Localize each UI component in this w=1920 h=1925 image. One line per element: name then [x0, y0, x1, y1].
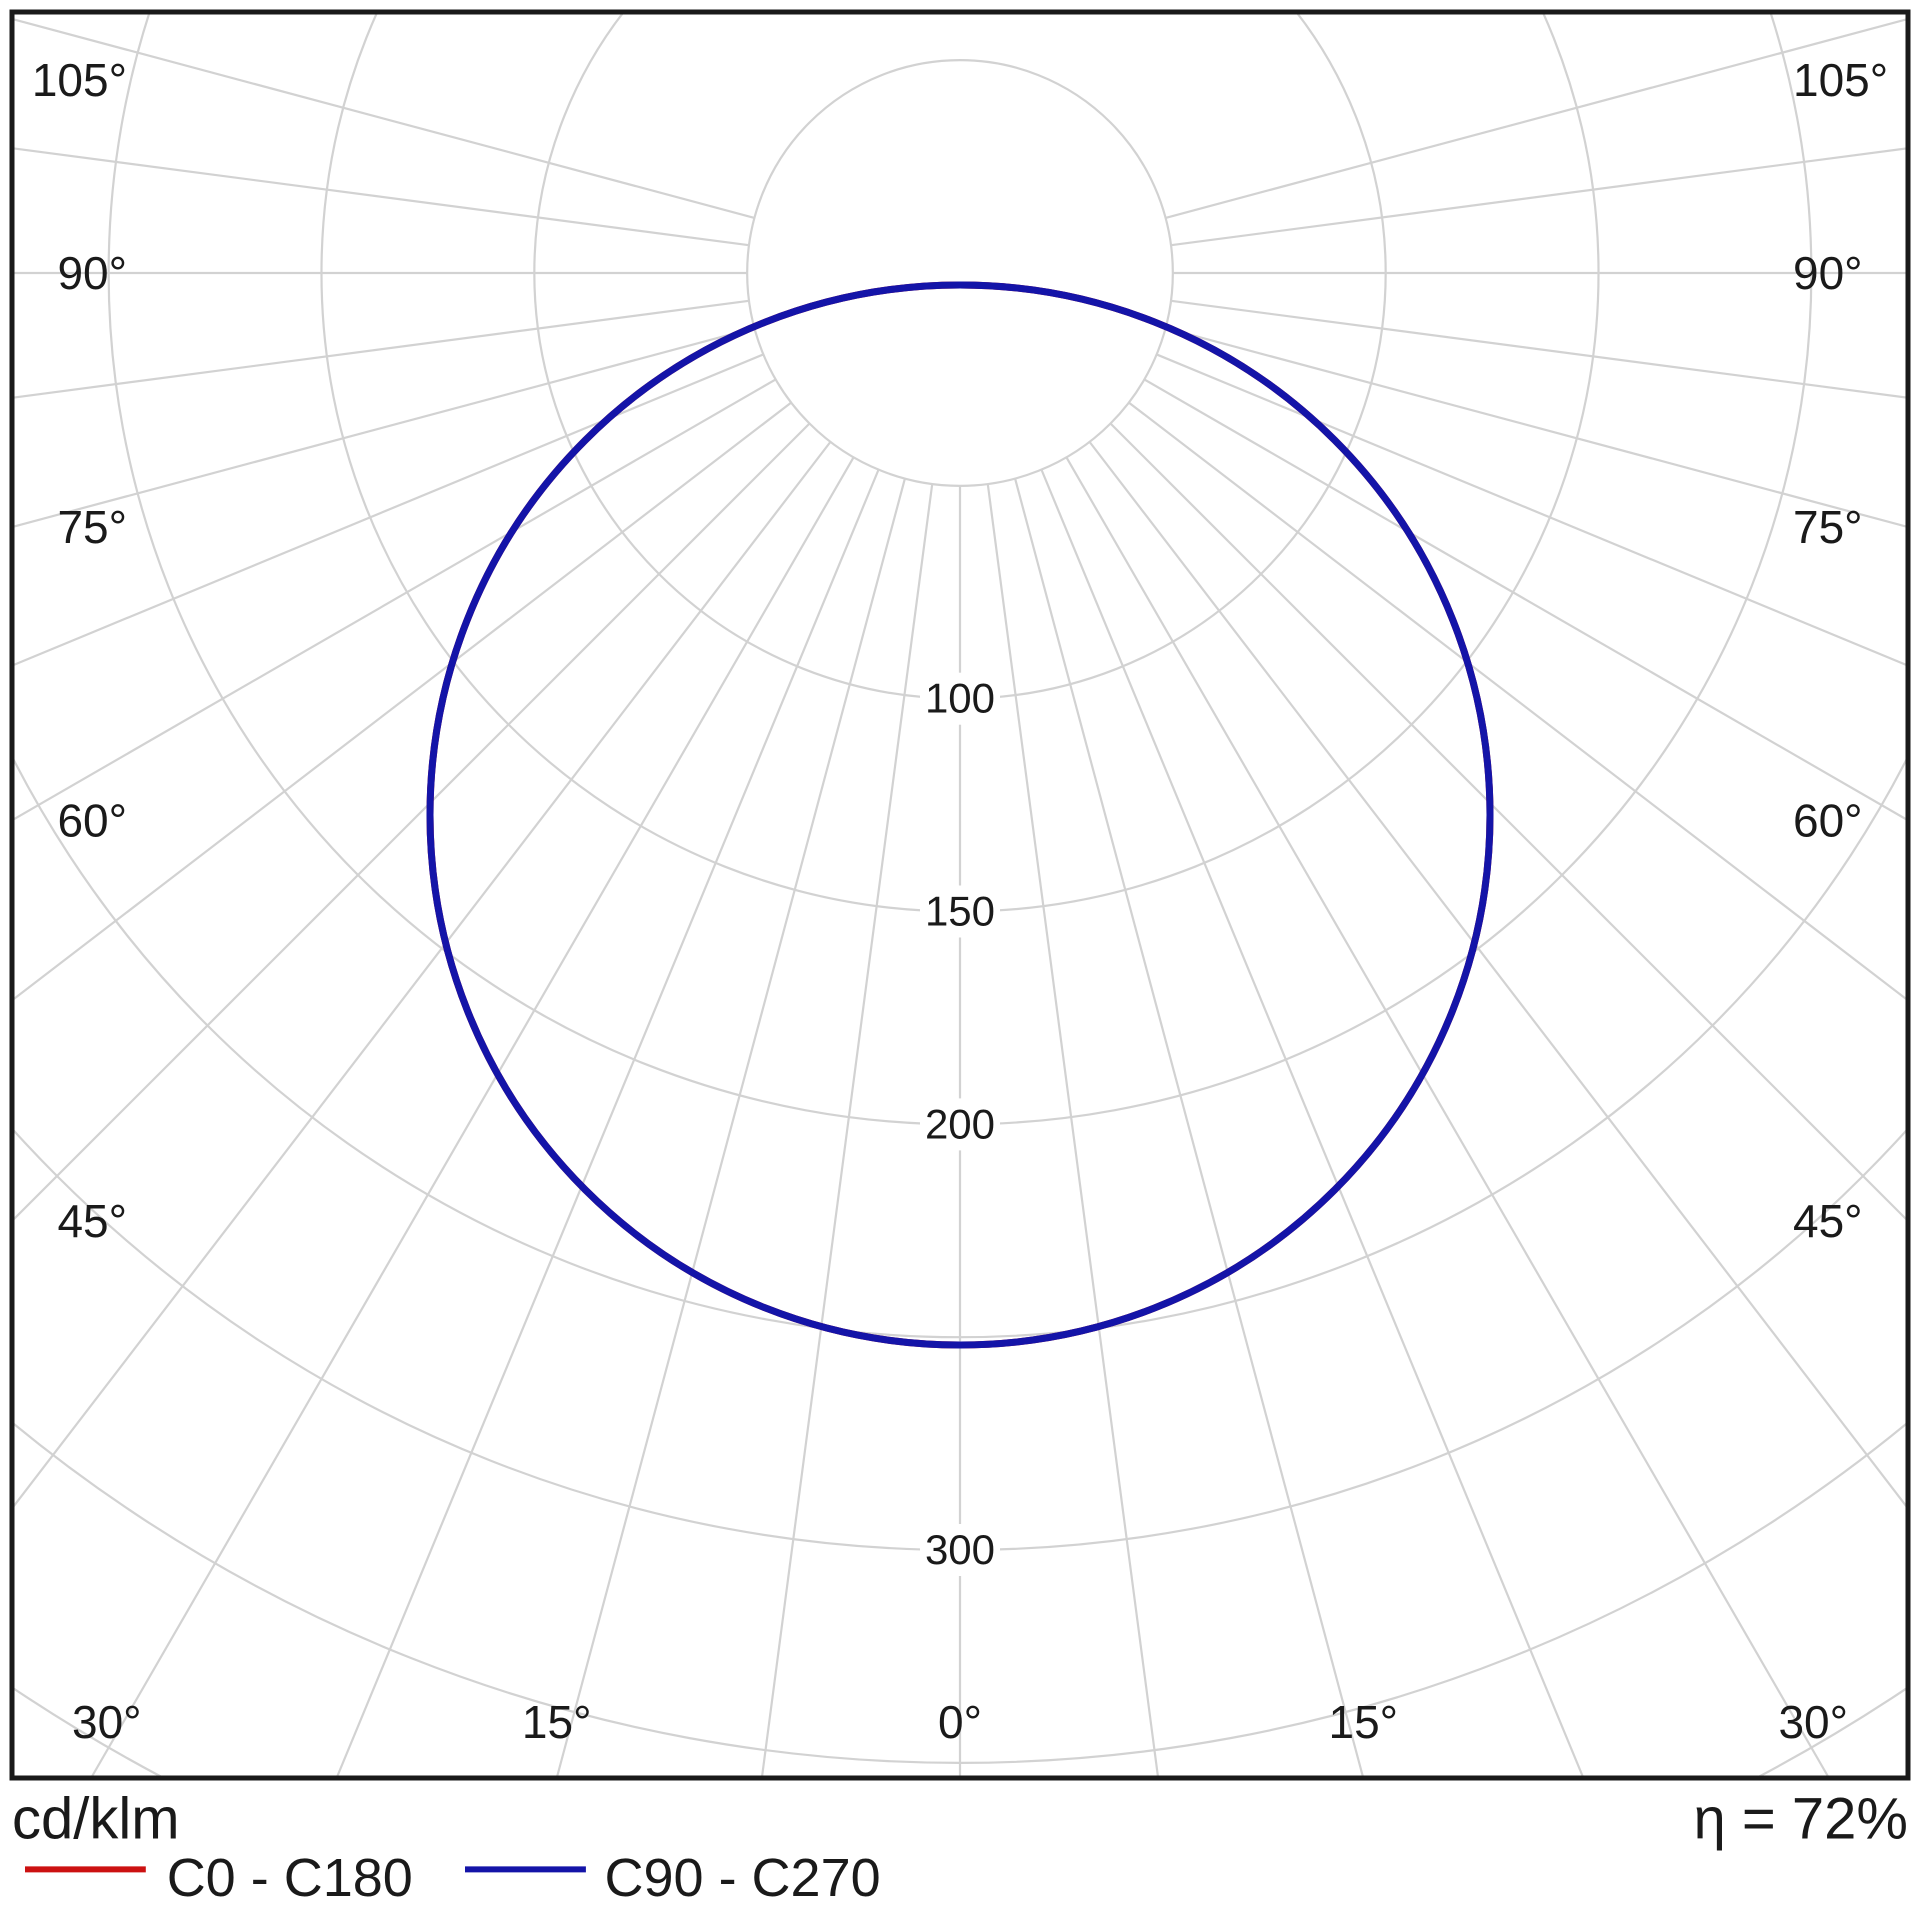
- svg-text:60°: 60°: [57, 794, 127, 846]
- svg-text:90°: 90°: [57, 247, 127, 299]
- svg-text:30°: 30°: [1778, 1696, 1848, 1748]
- svg-text:0°: 0°: [938, 1696, 982, 1748]
- svg-text:C90 - C270: C90 - C270: [605, 1848, 881, 1908]
- svg-text:150: 150: [925, 888, 995, 935]
- svg-text:C0 - C180: C0 - C180: [167, 1848, 413, 1908]
- svg-text:200: 200: [925, 1100, 995, 1147]
- svg-text:45°: 45°: [1793, 1195, 1863, 1247]
- svg-text:45°: 45°: [57, 1195, 127, 1247]
- svg-text:15°: 15°: [522, 1696, 592, 1748]
- svg-text:cd/klm: cd/klm: [12, 1786, 180, 1851]
- svg-text:30°: 30°: [72, 1696, 142, 1748]
- svg-text:η = 72%: η = 72%: [1694, 1786, 1908, 1851]
- svg-text:100: 100: [925, 675, 995, 722]
- svg-text:60°: 60°: [1793, 794, 1863, 846]
- svg-text:300: 300: [925, 1526, 995, 1573]
- svg-text:105°: 105°: [32, 54, 127, 106]
- svg-text:75°: 75°: [57, 501, 127, 553]
- svg-text:90°: 90°: [1793, 247, 1863, 299]
- svg-text:15°: 15°: [1329, 1696, 1399, 1748]
- svg-text:75°: 75°: [1793, 501, 1863, 553]
- svg-text:105°: 105°: [1793, 54, 1888, 106]
